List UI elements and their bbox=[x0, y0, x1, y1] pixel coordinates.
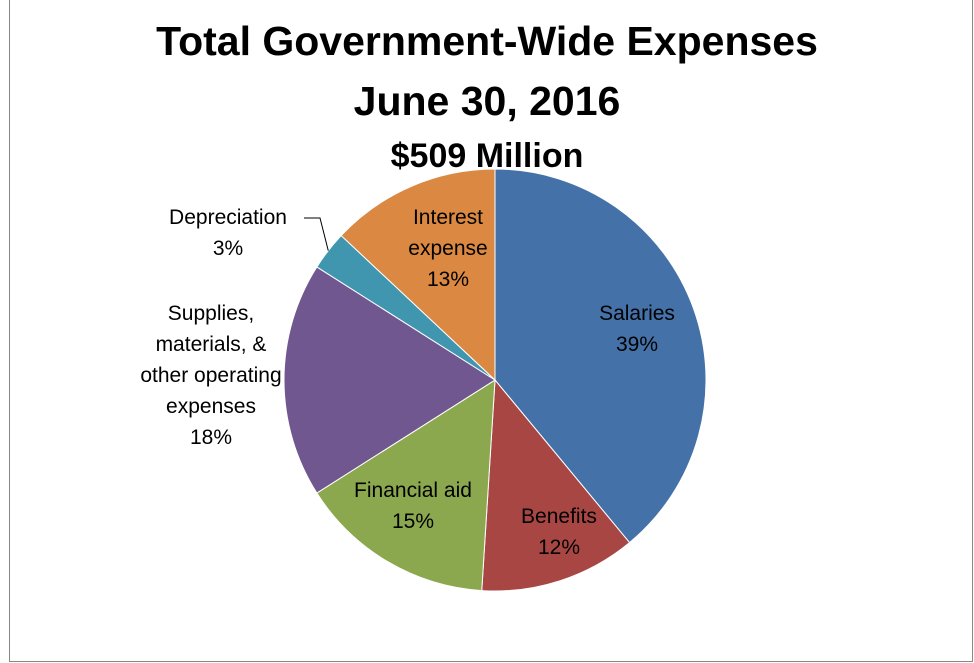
pie-slice-salaries bbox=[494, 168, 707, 544]
pie-label-depreciation: Depreciation 3% bbox=[169, 206, 287, 260]
pie-slice-financial-aid bbox=[316, 379, 496, 592]
leader-line-depreciation bbox=[304, 217, 329, 251]
pie-slices bbox=[283, 168, 707, 592]
pie-label-benefits: Benefits 12% bbox=[521, 505, 597, 559]
pie-label-supplies-materials-other-operating-expenses: Supplies, materials, & other operating expe… bbox=[140, 302, 281, 449]
pie-labels: Salaries 39% Benefits 12% Financial aid 15% Su… bbox=[140, 206, 675, 559]
pie-slice-benefits bbox=[481, 378, 631, 592]
pie-label-salaries: Salaries 39% bbox=[599, 302, 675, 356]
pie-slice-supplies-materials-other-operating-expenses bbox=[283, 266, 496, 494]
chart-subtitle: June 30, 2016 bbox=[353, 78, 621, 124]
pie-label-interest-expense: Interest expense 13% bbox=[408, 206, 487, 291]
pie-label-financial-aid: Financial aid 15% bbox=[354, 479, 472, 533]
pie-slice-interest-expense bbox=[340, 168, 496, 382]
chart-title: Total Government-Wide Expenses bbox=[156, 18, 818, 64]
